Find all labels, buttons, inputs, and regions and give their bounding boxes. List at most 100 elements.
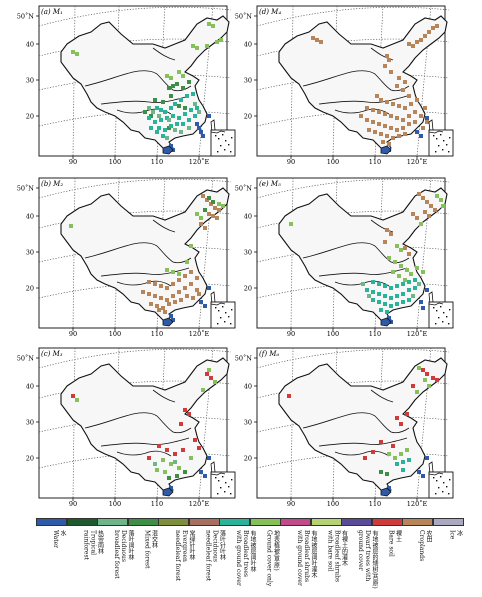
landcover-cell-croplands bbox=[421, 196, 425, 200]
river-line bbox=[334, 280, 390, 287]
landcover-cell-bare-soil bbox=[391, 444, 395, 448]
landcover-cell-croplands bbox=[365, 118, 369, 122]
legend-item: 冰 Ice bbox=[432, 518, 464, 596]
landcover-cell-croplands bbox=[371, 108, 375, 112]
latitude-line bbox=[38, 348, 232, 369]
latitude-line bbox=[38, 110, 232, 127]
landcover-cell-broadleaf-groundcover bbox=[175, 122, 179, 126]
landcover-cell-mixed-forest bbox=[143, 110, 147, 114]
island-dot bbox=[215, 307, 217, 309]
landcover-cell-croplands bbox=[423, 106, 427, 110]
lon-tick-label: 120˚E bbox=[189, 329, 210, 338]
landcover-cell-croplands bbox=[199, 222, 203, 226]
legend-swatch bbox=[36, 518, 67, 526]
island-dot bbox=[440, 306, 442, 308]
lon-tick-label: 100 bbox=[109, 500, 121, 508]
lon-tick-label: 90 bbox=[287, 330, 295, 338]
legend-label: 热带雨林 Tropical rainforest bbox=[82, 530, 104, 560]
landcover-cell-water bbox=[207, 114, 211, 118]
landcover-cell-croplands bbox=[375, 94, 379, 98]
lon-tick-label: 100 bbox=[327, 158, 339, 166]
landcover-cell-croplands bbox=[359, 114, 363, 118]
map-svg-d: 90 100 110 120˚E 50˚N 40 30 20 (d) M₄ bbox=[235, 5, 454, 166]
landcover-cell-broadleaf-groundcover bbox=[385, 310, 389, 314]
landcover-cell-croplands bbox=[367, 128, 371, 132]
landcover-cell-croplands bbox=[397, 104, 401, 108]
landcover-cell-bare-soil bbox=[181, 448, 185, 452]
river-line bbox=[318, 437, 408, 447]
landcover-cell-deciduous-broadleaf bbox=[167, 118, 171, 122]
landcover-cell-croplands bbox=[411, 44, 415, 48]
island-dot bbox=[440, 134, 442, 136]
island-dot bbox=[230, 493, 232, 495]
landcover-cell-ground-cover-only bbox=[399, 248, 403, 252]
landcover-cell-ground-cover-only bbox=[409, 272, 413, 276]
latitude-line bbox=[38, 246, 232, 263]
landcover-cell-croplands bbox=[387, 142, 391, 146]
landcover-cell-croplands bbox=[415, 98, 419, 102]
landcover-cell-ground-cover-only bbox=[439, 198, 443, 202]
landcover-cell-water bbox=[417, 470, 421, 474]
river-line bbox=[156, 73, 192, 92]
landcover-cell-croplands bbox=[389, 126, 393, 130]
legend-label: 常绿针叶林 Evergreen needleleaf forest bbox=[174, 530, 195, 582]
landcover-cell-croplands bbox=[211, 214, 215, 218]
landcover-cell-ground-cover-only bbox=[189, 456, 193, 460]
landcover-cell-broadleaf-groundcover bbox=[183, 112, 187, 116]
latitude-line bbox=[256, 348, 450, 369]
landcover-cell-croplands bbox=[383, 240, 387, 244]
river-line bbox=[100, 267, 190, 277]
landcover-cell-croplands bbox=[409, 102, 413, 106]
landcover-cell-croplands bbox=[395, 128, 399, 132]
landcover-cell-ground-cover-only bbox=[387, 256, 391, 260]
legend-swatch bbox=[158, 518, 189, 526]
landcover-cell-croplands bbox=[413, 120, 417, 124]
landcover-cell-broadleaf-groundcover bbox=[173, 102, 177, 106]
lon-tick-label: 100 bbox=[327, 330, 339, 338]
latitude-line bbox=[38, 6, 232, 27]
lat-tick-label: 40 bbox=[26, 41, 34, 49]
landcover-cell-croplands bbox=[197, 292, 201, 296]
landcover-cell-croplands bbox=[389, 70, 393, 74]
panel-label: (a) M₁ bbox=[41, 8, 63, 16]
landcover-cell-croplands bbox=[379, 132, 383, 136]
landcover-cell-deciduous-broadleaf bbox=[197, 110, 201, 114]
landcover-cell-broadleaf-groundcover bbox=[383, 302, 387, 306]
landcover-cell-broadleaf-groundcover bbox=[169, 106, 173, 110]
hainan-island bbox=[380, 487, 392, 497]
island-dot bbox=[438, 317, 440, 319]
landcover-cell-croplands bbox=[177, 278, 181, 282]
landcover-cell-broadleaf-groundcover bbox=[181, 122, 185, 126]
latitude-line bbox=[256, 282, 450, 299]
legend-item: 常绿针叶林 Evergreen needleleaf forest bbox=[158, 518, 195, 596]
landcover-cell-croplands bbox=[155, 304, 159, 308]
latitude-line bbox=[256, 416, 450, 433]
legend-swatch bbox=[341, 518, 372, 526]
landcover-cell-bare-soil bbox=[173, 452, 177, 456]
landcover-cell-broadleaf-groundcover bbox=[389, 296, 393, 300]
island-dot bbox=[220, 145, 222, 147]
landcover-cell-water bbox=[195, 122, 199, 126]
landcover-cell-water bbox=[199, 470, 203, 474]
landcover-cell-ground-cover-only bbox=[419, 222, 423, 226]
island-dot bbox=[435, 151, 437, 153]
landcover-cell-ground-cover-only bbox=[387, 452, 391, 456]
island-dot bbox=[225, 482, 227, 484]
landcover-cell-broadleaf-groundcover bbox=[155, 106, 159, 110]
legend-label: 农田 Croplands bbox=[418, 530, 432, 562]
landcover-cell-ground-cover-only bbox=[181, 74, 185, 78]
landcover-cell-deciduous-broadleaf bbox=[361, 282, 365, 286]
landcover-cell-broadleaf-groundcover bbox=[389, 304, 393, 308]
landcover-cell-broadleaf-groundcover bbox=[195, 106, 199, 110]
lon-tick-label: 110 bbox=[151, 500, 163, 508]
landcover-cell-broadleaf-groundcover bbox=[401, 282, 405, 286]
map-panel-c: 90 100 110 120˚E 50˚N 40 30 20 (c) M₃ bbox=[17, 346, 240, 508]
lat-tick-label: 30 bbox=[244, 249, 252, 257]
landcover-cell-croplands bbox=[371, 120, 375, 124]
landcover-cell-bare-soil bbox=[193, 438, 197, 442]
landcover-cell-croplands bbox=[403, 80, 407, 84]
lat-tick-label: 40 bbox=[244, 41, 252, 49]
river-line bbox=[152, 389, 176, 403]
landcover-cell-broadleaf-groundcover bbox=[401, 468, 405, 472]
landcover-cell-bare-soil bbox=[71, 394, 75, 398]
